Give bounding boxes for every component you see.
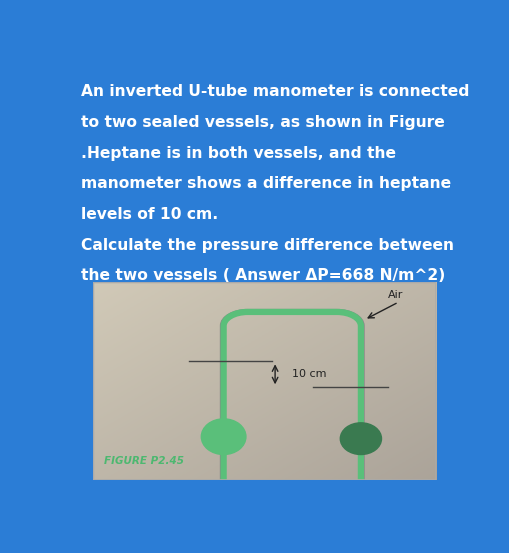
Text: the two vessels ( Answer ΔP=668 N/m^2): the two vessels ( Answer ΔP=668 N/m^2) (81, 268, 446, 283)
FancyBboxPatch shape (60, 62, 462, 497)
Text: Calculate the pressure difference between: Calculate the pressure difference betwee… (81, 238, 455, 253)
Text: manometer shows a difference in heptane: manometer shows a difference in heptane (81, 176, 451, 191)
Text: levels of 10 cm.: levels of 10 cm. (81, 207, 219, 222)
Text: .Heptane is in both vessels, and the: .Heptane is in both vessels, and the (81, 145, 397, 160)
Text: An inverted U-tube manometer is connected: An inverted U-tube manometer is connecte… (81, 84, 470, 99)
Text: to two sealed vessels, as shown in Figure: to two sealed vessels, as shown in Figur… (81, 115, 445, 130)
